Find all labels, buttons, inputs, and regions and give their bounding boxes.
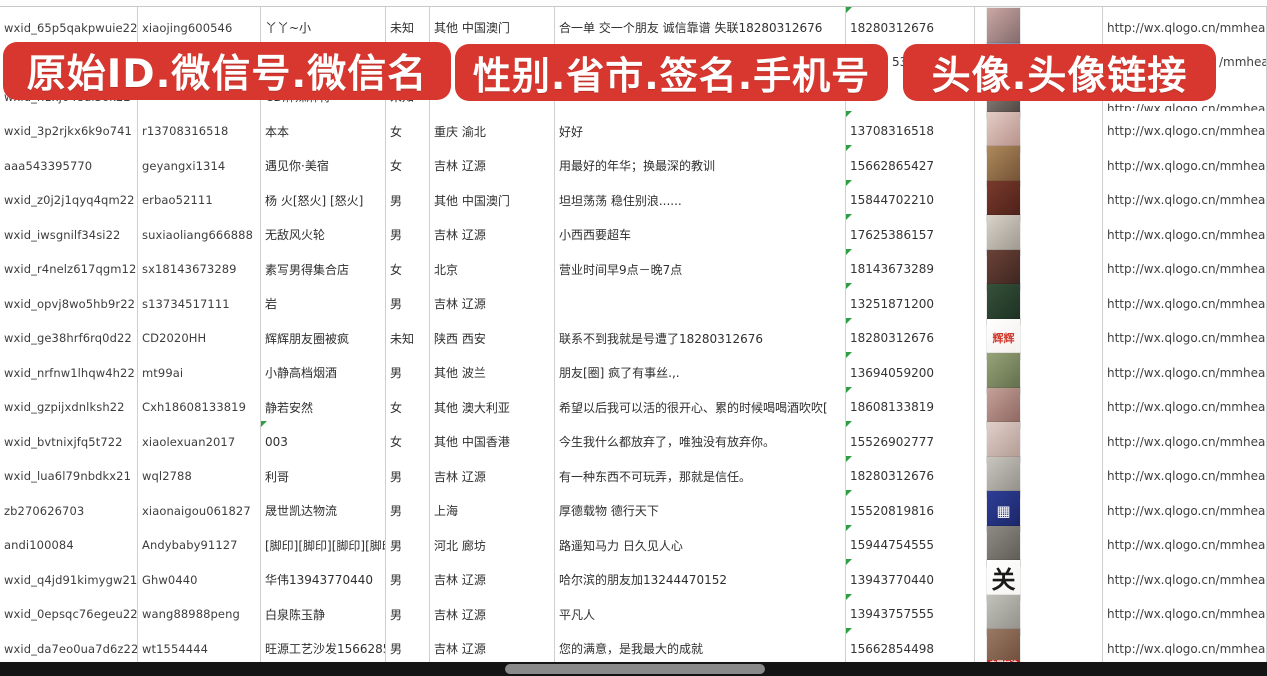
avatar-image xyxy=(987,387,1020,428)
stored-as-text-marker xyxy=(261,421,267,427)
stored-as-text-marker xyxy=(846,386,852,393)
scrollbar-thumb[interactable] xyxy=(505,664,765,674)
avatar-image xyxy=(987,422,1020,462)
horizontal-scrollbar[interactable] xyxy=(0,662,1267,676)
stored-as-text-marker xyxy=(846,421,852,427)
stored-as-text-marker xyxy=(846,524,852,531)
avatar-image xyxy=(987,525,1020,566)
avatar-image xyxy=(987,111,1020,152)
avatar-image xyxy=(987,249,1020,290)
table-row: wxid_iwsgnilf34si22 suxiaoliang666888 无敌… xyxy=(0,214,1267,256)
table-row: andi100084 Andybaby91127 [脚印][脚印][脚印][脚印… xyxy=(0,524,1267,567)
avatar-image xyxy=(987,594,1020,635)
stored-as-text-marker xyxy=(846,455,852,462)
stored-as-text-marker xyxy=(846,7,852,13)
stored-as-text-marker xyxy=(846,593,852,600)
table-row: wxid_gzpijxdnlksh22 Cxh18608133819 静若安然 … xyxy=(0,386,1267,429)
stored-as-text-marker xyxy=(846,214,852,220)
table-row: zb270626703 xiaonaigou061827 晟世凯达物流 男 上海… xyxy=(0,490,1267,532)
stored-as-text-marker xyxy=(846,559,852,565)
table-row: wxid_da7eo0ua7d6z22 wt1554444 旺源工艺沙发1566… xyxy=(0,628,1267,670)
stored-as-text-marker xyxy=(846,110,852,117)
avatar-image: ▦ xyxy=(987,491,1020,531)
table-row: wxid_r4nelz617qgm12 sx18143673289 素写男得集合… xyxy=(0,248,1267,291)
stored-as-text-marker xyxy=(846,145,852,151)
stored-as-text-marker xyxy=(846,352,852,358)
avatar-image xyxy=(987,353,1020,393)
spreadsheet-grid: wxid_65p5qakpwuie22 xiaojing600546 丫丫~小 … xyxy=(0,6,1267,670)
stored-as-text-marker xyxy=(846,248,852,255)
table-row: wxid_opvj8wo5hb9r22 s13734517111 岩 男 吉林 … xyxy=(0,283,1267,325)
stored-as-text-marker xyxy=(846,317,852,324)
table-row: wxid_3p2rjkx6k9o741 r13708316518 本本 女 重庆… xyxy=(0,110,1267,153)
table-row: wxid_lua6l79nbdkx21 wql2788 利哥 男 吉林 辽源 有… xyxy=(0,455,1267,498)
stored-as-text-marker xyxy=(846,490,852,496)
avatar-label: ▦ xyxy=(996,501,1011,520)
table-row: wxid_65p5qakpwuie22 xiaojing600546 丫丫~小 … xyxy=(0,7,1267,49)
avatar-image xyxy=(987,284,1020,324)
avatar-label: 辉辉 xyxy=(992,332,1015,345)
avatar-image xyxy=(987,180,1020,221)
table-row: wxid_nrfnw1lhqw4h22 mt99ai 小静高档烟酒 男 其他 波… xyxy=(0,352,1267,394)
table-row: wxid_0epsqc76egeu22 wang88988peng 白泉陈玉静 … xyxy=(0,593,1267,636)
avatar-image xyxy=(987,8,1020,48)
avatar-image xyxy=(987,456,1020,497)
avatar-image xyxy=(987,215,1020,255)
watermark-banner-original-id: 原始ID.微信号.微信名 xyxy=(3,42,451,100)
stored-as-text-marker xyxy=(846,179,852,186)
table-row: wxid_bvtnixjfq5t722 xiaolexuan2017 003 女… xyxy=(0,421,1267,463)
avatar-label: 关 xyxy=(991,566,1016,594)
avatar-image: 辉辉 xyxy=(987,318,1020,359)
stored-as-text-marker xyxy=(846,628,852,634)
stored-as-text-marker xyxy=(846,283,852,289)
table-row: aaa543395770 geyangxi1314 遇见你·美宿 女 吉林 辽源… xyxy=(0,145,1267,187)
avatar-image xyxy=(987,146,1020,186)
watermark-banner-profile-fields: 性别.省市.签名.手机号 xyxy=(455,44,888,101)
avatar-image: 关 xyxy=(987,560,1020,600)
table-row: wxid_ge38hrf6rq0d22 CD2020HH 辉辉朋友圈被疯 未知 … xyxy=(0,317,1267,360)
table-row: wxid_q4jd91kimygw21 Ghw0440 华伟1394377044… xyxy=(0,559,1267,601)
watermark-banner-avatar-link: 头像.头像链接 xyxy=(903,44,1216,101)
table-row: wxid_z0j2j1qyq4qm22 erbao52111 杨 火[怒火] [… xyxy=(0,179,1267,222)
